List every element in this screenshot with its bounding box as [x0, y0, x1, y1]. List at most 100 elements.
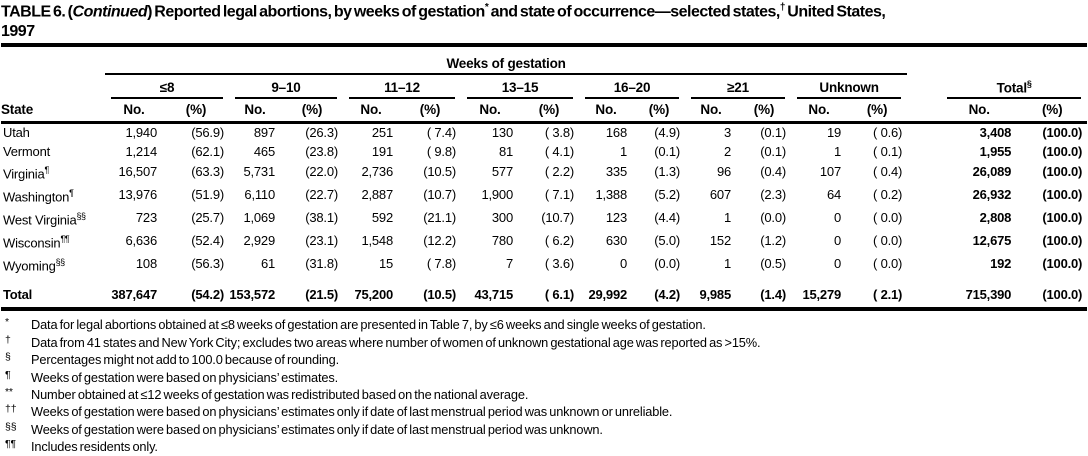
no-cell: 1: [619, 143, 627, 159]
state-cell: Washington¶: [1, 184, 105, 207]
pct-cell: (31.8): [305, 255, 338, 271]
table-row: Washington¶ 13,976 (51.9) 6,110 (22.7) 2,887 (…: [1, 184, 1087, 207]
no-cell: 3,408: [979, 125, 1012, 141]
pct-cell: (0.1): [760, 125, 786, 141]
pct-cell: ( 9.8): [426, 143, 456, 159]
pct-cell: ( 7.4): [426, 125, 456, 141]
no-cell: 43,715: [461, 275, 519, 312]
no-cell: 1,069: [243, 210, 275, 226]
no-cell: 15: [378, 255, 393, 271]
state-cell: Vermont: [1, 143, 105, 162]
no-cell: 61: [260, 255, 275, 271]
no-cell: 153,572: [229, 275, 281, 312]
gestation-table: Weeks of gestation ≤8 9–10 11–12 13–15 1…: [1, 46, 1088, 312]
pct-cell: (100.0): [1042, 143, 1083, 159]
footnote: ¶¶ Includes residents only.: [1, 438, 1087, 455]
state-cell: Total: [1, 275, 105, 312]
no-cell: 1: [723, 255, 731, 271]
pct-cell: (100.0): [1042, 232, 1083, 248]
no-cell: 130: [491, 125, 513, 141]
pct-cell: ( 0.4): [873, 164, 903, 180]
column-gap: [907, 143, 941, 162]
no-cell: 0: [833, 232, 841, 248]
footnote-marker: ¶: [5, 368, 11, 381]
footnote-marker: §§: [5, 420, 17, 433]
state-footnote-marker: ¶: [69, 188, 74, 199]
pct-cell: (100.0): [1042, 187, 1083, 203]
pct-cell: (0.0): [760, 210, 786, 226]
no-header: No.: [791, 99, 847, 125]
no-cell: 6,110: [244, 187, 275, 203]
no-cell: 1,940: [125, 125, 157, 141]
pct-cell: (4.2): [633, 275, 685, 312]
pct-cell: (10.7): [541, 210, 574, 226]
table-row: Wyoming§§ 108 (56.3) 61 (31.8) 15 ( 7.8) 7 ( 3.6…: [1, 253, 1087, 276]
pct-cell: (100.0): [1042, 164, 1083, 180]
state-cell: Virginia¶: [1, 161, 105, 184]
no-cell: 300: [491, 210, 513, 226]
pct-cell: (10.5): [423, 164, 456, 180]
no-cell: 592: [371, 210, 393, 226]
title-text-segment: United States,: [784, 3, 886, 21]
column-gap: [907, 161, 941, 184]
title-text-segment: and state of occurrence—selected states,: [488, 3, 781, 21]
pct-cell: (56.3): [191, 255, 224, 271]
footnote-text: Number obtained at ≤12 weeks of gestatio…: [31, 386, 529, 402]
no-cell: 1: [833, 143, 841, 159]
state-name: Total: [3, 287, 33, 303]
pct-cell: (100.0): [1042, 255, 1083, 271]
no-cell: 387,647: [105, 275, 163, 312]
pct-cell: (52.4): [191, 232, 224, 248]
table-row: Wisconsin¶¶ 6,636 (52.4) 2,929 (23.1) 1,548 (1…: [1, 230, 1087, 253]
no-cell: 335: [605, 164, 627, 180]
no-cell: 152: [709, 232, 731, 248]
state-header: State: [1, 99, 105, 125]
no-header: No.: [105, 99, 163, 125]
no-cell: 1,214: [125, 143, 157, 159]
column-gap: [907, 123, 941, 143]
pct-cell: (26.3): [305, 125, 338, 141]
pct-cell: (0.5): [760, 255, 786, 271]
footnote: † Data from 41 states and New York City; …: [1, 334, 1087, 351]
no-cell: 715,390: [941, 275, 1018, 312]
state-name: Washington: [3, 189, 70, 205]
no-cell: 1,900: [481, 187, 513, 203]
no-cell: 3: [723, 125, 731, 141]
no-cell: 16,507: [118, 164, 157, 180]
pct-cell: ( 7.1): [544, 187, 574, 203]
group-header-total: Total§: [941, 74, 1087, 100]
no-cell: 13,976: [118, 187, 157, 203]
subheader-row: State No. (%) No. (%) No. (%) No. (%) No…: [1, 99, 1088, 125]
pct-cell: (22.7): [305, 187, 338, 203]
title-text-segment: TABLE 6. (: [1, 3, 73, 21]
pct-cell: ( 0.2): [873, 187, 903, 203]
state-footnote-marker: §§: [55, 256, 66, 267]
footnote: ¶ Weeks of gestation were based on physic…: [1, 369, 1087, 386]
no-cell: 107: [819, 164, 841, 180]
footnote-text: Data from 41 states and New York City; e…: [31, 334, 761, 350]
state-name: Wisconsin: [3, 235, 61, 251]
no-cell: 191: [371, 143, 393, 159]
no-cell: 1,955: [979, 143, 1012, 159]
table-title: TABLE 6. (Continued) Reported legal abor…: [1, 2, 1087, 41]
state-footnote-marker: ¶¶: [60, 233, 70, 244]
pct-header: (%): [281, 99, 343, 125]
column-gap: [907, 253, 941, 276]
pct-cell: (56.9): [191, 125, 224, 141]
pct-cell: (100.0): [1042, 125, 1083, 141]
no-cell: 723: [135, 210, 157, 226]
no-cell: 0: [619, 255, 627, 271]
pct-cell: ( 2.2): [544, 164, 574, 180]
no-cell: 75,200: [343, 275, 399, 312]
pct-cell: (4.4): [654, 210, 680, 226]
state-footnote-marker: §§: [76, 210, 87, 221]
pct-cell: ( 6.2): [544, 232, 574, 248]
pct-cell: (4.9): [654, 125, 680, 141]
footnote-marker: †: [5, 333, 11, 346]
pct-header: (%): [633, 99, 685, 125]
no-cell: 15,279: [791, 275, 847, 312]
spanner-row-gap: [907, 47, 941, 74]
pct-cell: (63.3): [191, 164, 224, 180]
footnote: ** Number obtained at ≤12 weeks of gestat…: [1, 386, 1087, 403]
no-cell: 123: [605, 210, 627, 226]
